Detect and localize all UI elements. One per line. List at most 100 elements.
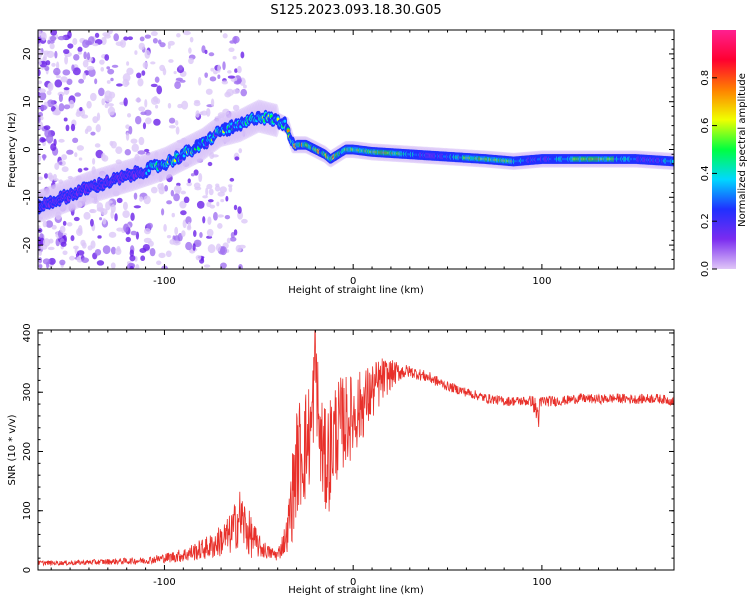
spectrogram-heatmap [38,30,674,269]
spectrogram-noise-blob [206,228,214,237]
spectrogram-noise-blob [188,47,192,54]
spectrogram-noise-blob [79,106,83,112]
spectrogram-noise-blob [133,205,141,209]
spectrogram-noise-blob [70,235,75,242]
spectrogram-noise-blob [38,257,43,264]
spectrogram-noise-blob [156,85,163,95]
spectrogram-noise-blob [237,206,242,214]
spectrogram-noise-blob [209,76,217,82]
spectrogram-noise-blob [148,240,154,247]
colorbar-label: Normalized spectral amplitude [737,73,748,227]
snr-xlabel: Height of straight line (km) [288,585,424,596]
spectrogram-noise-blob [38,176,43,181]
spectrogram-noise-blob [87,36,95,45]
spectrogram-noise-blob [47,39,51,45]
spectrogram-ridge-core [227,129,231,133]
spectrogram-noise-blob [144,99,148,108]
spectrogram-noise-blob [174,226,179,236]
spectrogram-noise-blob [189,36,194,43]
spectrogram-noise-blob [38,68,41,77]
spectrogram-noise-blob [144,49,151,59]
spectrogram-noise-blob [185,241,193,251]
spectrogram-noise-blob [129,266,134,269]
spectrogram-noise-blob [242,84,247,89]
spectrogram-noise-blob [115,146,123,155]
spectrogram-noise-blob [74,152,78,158]
spectrogram-noise-blob [232,104,240,111]
spectrogram-noise-blob [42,220,47,228]
spectrogram-noise-blob [38,264,43,269]
spectrogram-noise-blob [58,103,65,112]
spectrogram-noise-blob [47,172,53,180]
spectrogram-noise-blob [197,76,202,86]
spectrogram-noise-blob [42,154,46,161]
spectrogram-noise-blob [195,110,200,118]
spectrogram-noise-blob [231,89,240,95]
spectrogram-noise-blob [173,185,182,193]
spectrogram-noise-blob [107,106,116,116]
spectrogram-noise-blob [94,143,101,148]
spectrogram-noise-blob [38,61,42,65]
spectrogram-noise-blob [207,161,213,167]
colorbar-tick-label: 0.4 [700,165,711,181]
spectrogram-noise-blob [50,30,58,36]
spectrogram-noise-blob [144,227,151,235]
spectrogram-noise-blob [40,138,47,142]
spectrogram-noise-blob [90,92,97,102]
spectrogram-noise-blob [62,69,71,76]
spectrogram-noise-blob [131,143,139,153]
spectrogram-noise-blob [186,181,192,187]
spectrogram-noise-blob [60,76,68,83]
spectrogram-noise-blob [86,65,95,71]
spectrogram-noise-blob [142,122,147,130]
spectrogram-noise-blob [66,78,73,85]
snr-y-ticks: 0 100 200 300 400 [22,323,674,573]
spectrogram-noise-blob [72,37,78,45]
spectrogram-noise-blob [88,68,96,77]
spectrogram-noise-blob [130,138,138,144]
spectrogram-noise-blob [51,62,56,67]
spectrogram-y-tick-label: 0 [22,146,33,152]
spectrogram-noise-blob [214,185,221,192]
spectrogram-noise-blob [136,72,142,79]
snr-y-tick-label: 400 [22,323,33,342]
colorbar-gradient [712,30,736,269]
spectrogram-noise-blob [43,173,49,179]
spectrogram-noise-blob [82,72,87,80]
spectrogram-noise-blob [229,177,235,182]
spectrogram-noise-blob [44,65,50,71]
spectrogram-noise-blob [198,173,203,183]
spectrogram-noise-blob [150,83,158,88]
spectrogram-noise-blob [55,75,61,79]
spectrogram-noise-blob [77,46,83,53]
spectrogram-noise-blob [100,67,105,72]
spectrogram-noise-blob [63,87,70,91]
spectrogram-noise-blob [94,248,102,256]
spectrogram-noise-blob [67,30,72,39]
spectrogram-noise-blob [39,88,46,94]
spectrogram-noise-blob [57,35,66,41]
spectrogram-noise-blob [66,149,74,155]
spectrogram-noise-blob [143,195,151,205]
spectrogram-noise-blob [62,220,67,226]
spectrogram-noise-blob [176,33,181,38]
spectrogram-noise-blob [45,220,54,228]
spectrogram-noise-blob [102,218,107,225]
spectrogram-noise-blob [82,59,89,68]
spectrogram-noise-blob [167,102,172,109]
spectrogram-noise-blob [224,214,231,220]
spectrogram-noise-blob [209,204,216,209]
spectrogram-noise-blob [163,223,167,232]
spectrogram-noise-blob [204,49,208,55]
spectrogram-noise-blob [211,154,219,158]
spectrogram-noise-blob [110,246,117,255]
spectrogram-noise-blob [144,34,151,39]
spectrogram-noise-blob [81,242,87,249]
spectrogram-noise-blob [225,195,229,202]
spectrogram-noise-blob [42,238,51,247]
spectrogram-noise-blob [240,88,248,97]
spectrogram-noise-blob [89,208,95,213]
spectrogram-noise-blob [105,201,111,211]
spectrogram-noise-blob [169,239,176,245]
